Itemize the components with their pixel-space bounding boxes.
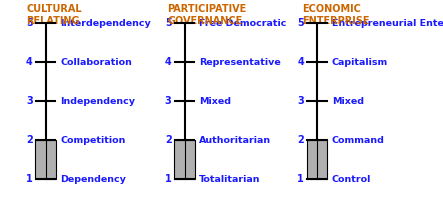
Text: Interdependency: Interdependency (60, 19, 151, 28)
Text: Collaboration: Collaboration (60, 58, 132, 67)
Text: 1: 1 (165, 175, 171, 184)
Text: 4: 4 (297, 58, 304, 67)
Text: ECONOMIC
ENTERPRISE: ECONOMIC ENTERPRISE (302, 4, 369, 25)
Text: 1: 1 (297, 175, 304, 184)
Text: CULTURAL
RELATING: CULTURAL RELATING (26, 4, 82, 25)
Bar (174, 140, 195, 179)
Text: 2: 2 (26, 136, 33, 145)
Text: 3: 3 (297, 97, 304, 106)
Text: Competition: Competition (60, 136, 126, 145)
Text: PARTICIPATIVE
GOVERNANCE: PARTICIPATIVE GOVERNANCE (167, 4, 246, 25)
Text: Totalitarian: Totalitarian (199, 175, 261, 184)
Text: Control: Control (332, 175, 371, 184)
Text: 5: 5 (297, 19, 304, 28)
Text: Entrepreneurial Enterprise: Entrepreneurial Enterprise (332, 19, 443, 28)
Text: Representative: Representative (199, 58, 281, 67)
Text: Command: Command (332, 136, 385, 145)
Text: 5: 5 (165, 19, 171, 28)
Text: 3: 3 (165, 97, 171, 106)
Text: Dependency: Dependency (60, 175, 126, 184)
Text: 4: 4 (165, 58, 171, 67)
Text: Capitalism: Capitalism (332, 58, 388, 67)
Text: 2: 2 (165, 136, 171, 145)
Text: 3: 3 (26, 97, 33, 106)
Text: Authoritarian: Authoritarian (199, 136, 272, 145)
Text: 1: 1 (26, 175, 33, 184)
Text: Independency: Independency (60, 97, 136, 106)
Text: 4: 4 (26, 58, 33, 67)
Text: Mixed: Mixed (332, 97, 364, 106)
Text: Mixed: Mixed (199, 97, 231, 106)
Bar (307, 140, 327, 179)
Text: 5: 5 (26, 19, 33, 28)
Text: Free Democratic: Free Democratic (199, 19, 287, 28)
Bar (35, 140, 56, 179)
Text: 2: 2 (297, 136, 304, 145)
